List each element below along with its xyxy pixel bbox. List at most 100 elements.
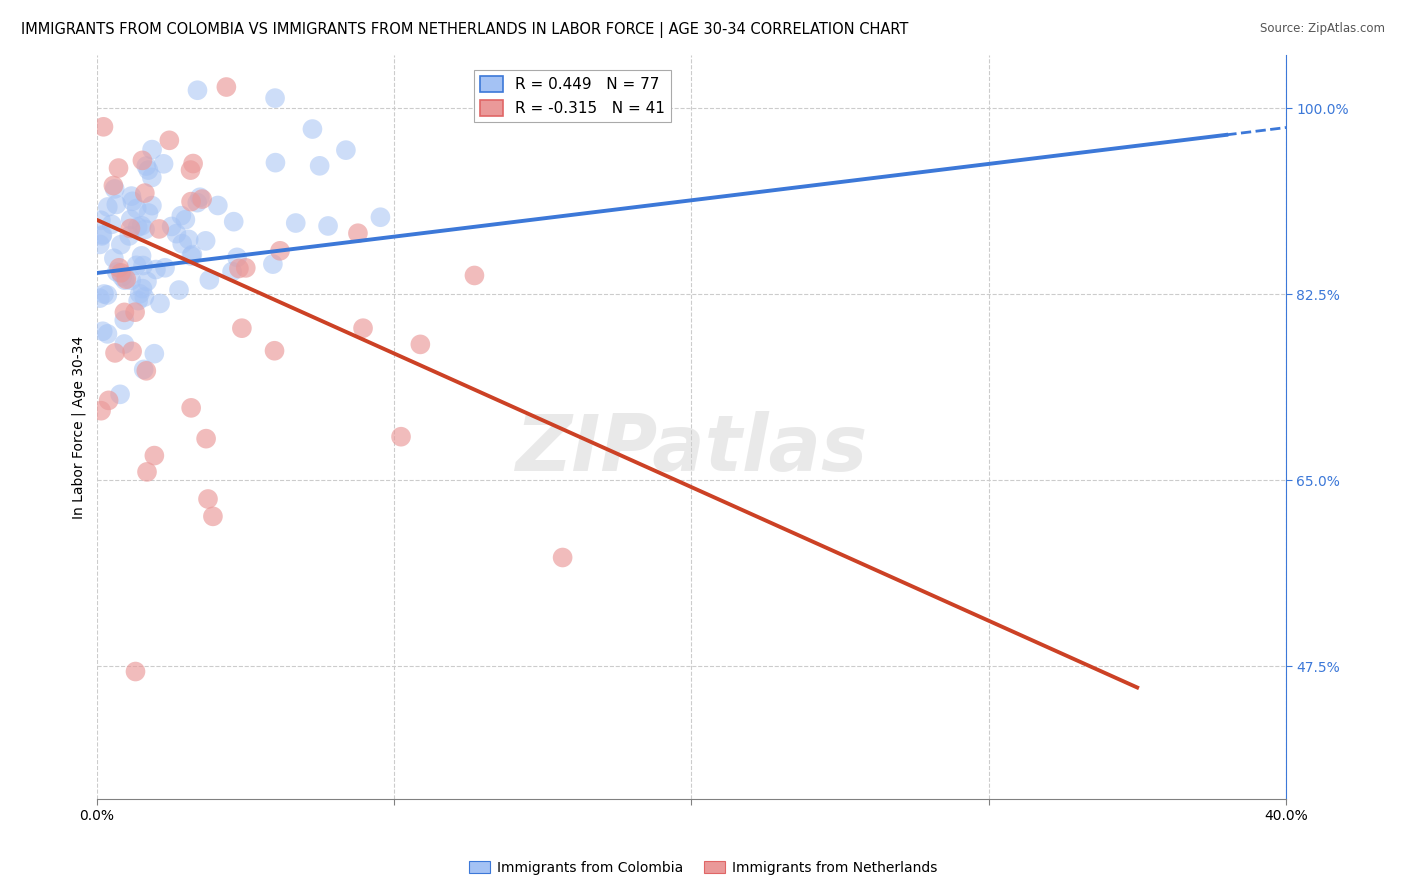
Point — [269, 244, 291, 258]
Point — [228, 261, 250, 276]
Point — [157, 133, 180, 147]
Point — [96, 326, 118, 341]
Point — [124, 665, 146, 679]
Point — [264, 91, 287, 105]
Legend: R = 0.449   N = 77, R = -0.315   N = 41: R = 0.449 N = 77, R = -0.315 N = 41 — [474, 70, 671, 122]
Point — [138, 206, 160, 220]
Point — [118, 228, 141, 243]
Point — [104, 182, 127, 196]
Point — [186, 83, 208, 97]
Point — [167, 283, 190, 297]
Point — [89, 291, 111, 305]
Point — [105, 265, 128, 279]
Point — [91, 227, 114, 242]
Point — [134, 290, 156, 304]
Point — [132, 259, 155, 273]
Point — [215, 80, 238, 95]
Point — [197, 491, 219, 506]
Point — [160, 219, 183, 234]
Point — [100, 217, 122, 231]
Point — [195, 432, 218, 446]
Point — [226, 251, 249, 265]
Point — [121, 344, 143, 359]
Point — [134, 222, 156, 236]
Point — [90, 228, 112, 243]
Point — [124, 305, 146, 319]
Point — [143, 347, 166, 361]
Point — [170, 209, 193, 223]
Point — [262, 257, 284, 271]
Point — [165, 227, 187, 241]
Point — [551, 550, 574, 565]
Point — [180, 249, 202, 263]
Point — [135, 364, 157, 378]
Point — [181, 156, 204, 170]
Point — [264, 155, 287, 169]
Point — [136, 465, 159, 479]
Point — [180, 163, 202, 178]
Point — [263, 343, 285, 358]
Point — [207, 198, 229, 212]
Point — [409, 337, 432, 351]
Point — [352, 321, 374, 335]
Point — [191, 192, 214, 206]
Point — [110, 237, 132, 252]
Point — [222, 215, 245, 229]
Point — [138, 163, 160, 178]
Point — [181, 247, 204, 261]
Point — [93, 287, 115, 301]
Point — [97, 393, 120, 408]
Point — [93, 120, 115, 134]
Point — [112, 337, 135, 351]
Point — [97, 200, 120, 214]
Point — [135, 159, 157, 173]
Point — [148, 222, 170, 236]
Point — [153, 260, 176, 275]
Point — [389, 430, 412, 444]
Point — [143, 449, 166, 463]
Point — [194, 234, 217, 248]
Point — [301, 122, 323, 136]
Point — [132, 362, 155, 376]
Point — [125, 202, 148, 216]
Point — [347, 226, 370, 240]
Point — [186, 195, 208, 210]
Point — [121, 189, 143, 203]
Point — [120, 221, 142, 235]
Point — [111, 269, 134, 284]
Text: IMMIGRANTS FROM COLOMBIA VS IMMIGRANTS FROM NETHERLANDS IN LABOR FORCE | AGE 30-: IMMIGRANTS FROM COLOMBIA VS IMMIGRANTS F… — [21, 22, 908, 38]
Point — [90, 213, 112, 227]
Point — [180, 401, 202, 415]
Point — [152, 157, 174, 171]
Point — [145, 262, 167, 277]
Text: Source: ZipAtlas.com: Source: ZipAtlas.com — [1260, 22, 1385, 36]
Point — [201, 509, 224, 524]
Point — [316, 219, 339, 233]
Point — [463, 268, 485, 283]
Point — [141, 143, 163, 157]
Point — [115, 272, 138, 286]
Point — [108, 387, 131, 401]
Point — [131, 219, 153, 233]
Point — [90, 403, 112, 417]
Point — [231, 321, 253, 335]
Point — [112, 305, 135, 319]
Point — [177, 232, 200, 246]
Point — [335, 143, 357, 157]
Point — [235, 260, 257, 275]
Point — [114, 273, 136, 287]
Point — [112, 313, 135, 327]
Point — [110, 266, 132, 280]
Point — [105, 197, 128, 211]
Point — [127, 293, 149, 308]
Point — [121, 194, 143, 209]
Legend: Immigrants from Colombia, Immigrants from Netherlands: Immigrants from Colombia, Immigrants fro… — [464, 855, 942, 880]
Point — [103, 252, 125, 266]
Point — [284, 216, 307, 230]
Point — [174, 212, 197, 227]
Point — [120, 273, 142, 287]
Point — [172, 236, 194, 251]
Point — [131, 282, 153, 296]
Point — [107, 161, 129, 175]
Y-axis label: In Labor Force | Age 30-34: In Labor Force | Age 30-34 — [72, 335, 86, 518]
